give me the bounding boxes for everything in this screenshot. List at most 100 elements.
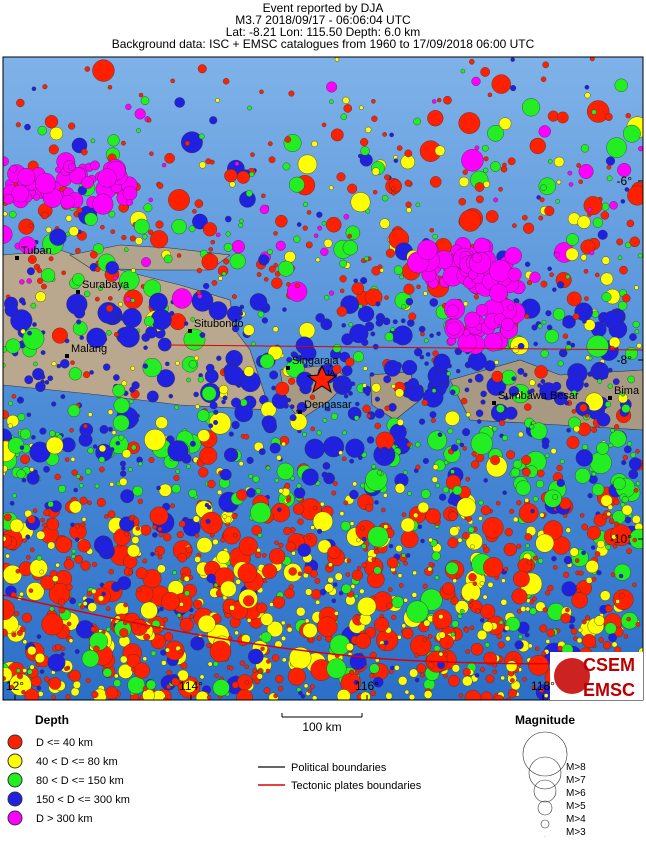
quake (436, 97, 442, 103)
quake (544, 329, 559, 344)
quake (261, 553, 267, 558)
quake (483, 167, 489, 174)
quake (228, 665, 234, 671)
quake (298, 690, 303, 696)
quake (208, 423, 214, 429)
quake (413, 512, 419, 519)
quake (458, 176, 470, 187)
quake (566, 233, 579, 246)
quake (622, 454, 629, 461)
quake (320, 501, 325, 507)
quake (112, 384, 126, 398)
quake (636, 343, 642, 349)
quake (252, 668, 257, 673)
quake (450, 631, 456, 637)
quake (438, 493, 447, 501)
quake (169, 313, 187, 331)
quake (353, 679, 359, 685)
quake (275, 214, 288, 228)
quake (21, 478, 27, 483)
quake (475, 304, 489, 317)
quake (26, 278, 32, 284)
quake (390, 665, 395, 671)
place-label: Situbondo (194, 318, 244, 330)
lon-tick-label: 116° (355, 679, 379, 693)
quake (31, 435, 36, 440)
quake (373, 566, 382, 575)
quake (581, 550, 586, 556)
quake (305, 241, 313, 249)
quake (74, 555, 84, 564)
quake (37, 125, 47, 136)
quake (112, 275, 118, 281)
quake (468, 526, 475, 533)
quake (388, 403, 397, 412)
quake (529, 137, 546, 155)
lon-tick-label: 12° (6, 679, 24, 693)
quake (535, 480, 545, 489)
quake (480, 390, 487, 398)
quake (462, 446, 467, 451)
quake (160, 649, 167, 656)
quake (566, 428, 571, 433)
quake (132, 485, 143, 497)
quake (624, 187, 630, 192)
quake (403, 597, 408, 603)
quake (250, 152, 255, 157)
quake (482, 517, 504, 539)
quake (174, 405, 179, 410)
quake (418, 325, 426, 333)
quake (27, 515, 36, 524)
quake (412, 570, 417, 576)
quake (326, 658, 347, 679)
quake (522, 98, 541, 117)
quake (456, 497, 477, 518)
quake (606, 511, 611, 517)
quake (27, 669, 33, 675)
quake (414, 441, 421, 448)
quake (406, 207, 412, 213)
legend-label: M>7 (566, 775, 586, 786)
quake (355, 615, 361, 620)
place-marker (65, 354, 69, 358)
quake (118, 326, 140, 348)
quake (404, 689, 410, 695)
quake (92, 59, 115, 82)
quake (177, 552, 187, 563)
quake (106, 627, 111, 632)
quake (30, 302, 37, 309)
quake (394, 665, 400, 671)
quake (311, 140, 318, 148)
quake (24, 688, 40, 700)
quake (61, 270, 66, 276)
quake (438, 651, 444, 657)
quake (614, 521, 619, 527)
quake (479, 581, 485, 586)
quake (40, 517, 45, 523)
quake (297, 154, 318, 175)
quake (545, 639, 551, 644)
quake (49, 430, 56, 437)
quake (634, 285, 639, 290)
quake (432, 609, 452, 629)
quake (552, 565, 558, 570)
quake (623, 634, 629, 639)
quake (183, 575, 190, 582)
quake (482, 544, 487, 549)
legend-swatch (7, 772, 23, 788)
quake (179, 617, 194, 632)
quake (501, 434, 508, 441)
quake (197, 614, 216, 633)
quake (68, 163, 76, 171)
quake (364, 256, 369, 261)
quake (364, 321, 375, 332)
quake (105, 261, 119, 275)
quake (510, 85, 517, 92)
quake (315, 313, 325, 323)
quake (408, 312, 417, 321)
quake (401, 359, 418, 376)
quake (383, 524, 389, 530)
quake (495, 500, 501, 506)
quake (3, 156, 9, 167)
quake (177, 649, 183, 655)
